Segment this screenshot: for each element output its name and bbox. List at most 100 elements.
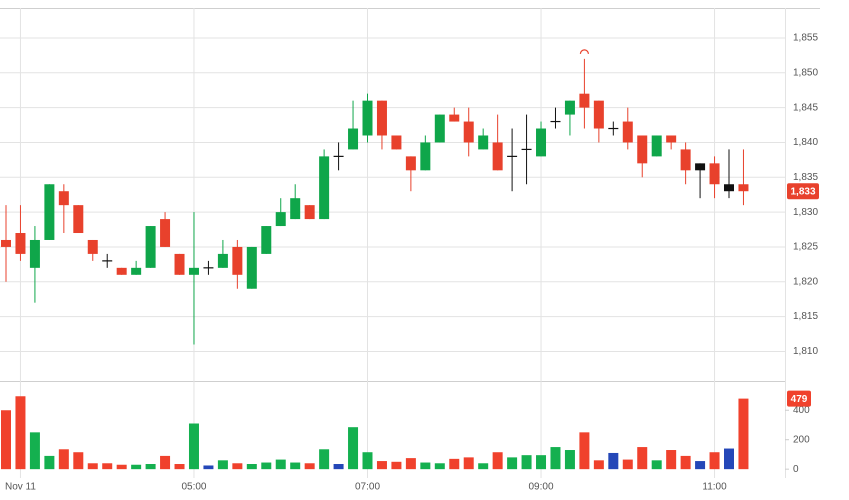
candle-body (232, 246, 243, 275)
y-tick-label: 1,815 (793, 311, 818, 322)
candle-body (188, 267, 199, 275)
x-tick-label: 11:00 (702, 482, 727, 493)
volume-bar (637, 447, 648, 470)
volume-bar (666, 450, 677, 470)
volume-bar (145, 464, 156, 470)
volume-bar (608, 452, 619, 470)
y-tick-label: 200 (793, 434, 810, 445)
y-tick-label: 1,845 (793, 102, 818, 113)
volume-bar (188, 423, 199, 470)
candle-body (463, 121, 474, 143)
x-tick-label: Nov 11 (5, 482, 36, 493)
volume-bar (116, 464, 127, 470)
candle-body (738, 184, 749, 192)
candle-body (304, 205, 315, 220)
volume-bar (261, 462, 272, 470)
candle-body (724, 184, 734, 192)
candle-body (116, 267, 127, 275)
y-tick-label: 0 (793, 464, 799, 475)
volume-bar (160, 455, 171, 470)
candle-body (174, 253, 185, 275)
volume-bar (275, 459, 286, 470)
candle-body (376, 100, 387, 136)
volume-bar (348, 427, 359, 470)
y-tick-label: 1,825 (793, 242, 818, 253)
price-badge-label: 1,833 (790, 186, 815, 197)
volume-bar (15, 396, 26, 470)
candle-body (391, 135, 402, 150)
candle-body (217, 253, 228, 268)
candle-body (449, 114, 460, 122)
candle-body (1, 239, 11, 247)
y-tick-label: 1,840 (793, 137, 818, 148)
candle-body (666, 135, 677, 143)
volume-bar (333, 464, 344, 470)
candle-body (87, 239, 98, 254)
volume-bar (203, 465, 214, 470)
volume-badge (787, 390, 811, 407)
y-tick-label: 400 (793, 405, 810, 416)
volume-bar (579, 432, 590, 470)
volume-bar (622, 459, 633, 470)
volume-bar (651, 460, 662, 470)
candle-body (275, 212, 286, 227)
candle-body (58, 191, 69, 206)
candle-body (15, 233, 26, 254)
candle-body (593, 100, 604, 129)
volume-bar (492, 452, 503, 470)
volume-bar (391, 461, 402, 470)
candle-body (261, 226, 272, 254)
volume-bar (232, 463, 243, 470)
volume-bar (73, 452, 84, 470)
volume-bar (695, 461, 706, 470)
candle-body (290, 198, 301, 220)
volume-bar (319, 449, 330, 470)
y-tick-label: 1,850 (793, 67, 818, 78)
volume-bar (738, 398, 749, 470)
volume-bar (217, 460, 228, 470)
x-tick-label: 09:00 (529, 482, 554, 493)
volume-bar (507, 457, 518, 470)
candle-body (145, 226, 156, 268)
high-marker (579, 49, 589, 54)
y-tick-label: 1,835 (793, 172, 818, 183)
candle-body (579, 93, 590, 108)
candle-body (680, 149, 691, 171)
candle-body (637, 135, 648, 164)
volume-bar (1, 410, 11, 470)
candle-body (695, 163, 706, 171)
candle-body (160, 219, 171, 247)
candle-body (44, 184, 55, 240)
volume-bar (536, 455, 547, 470)
candle-body (492, 142, 503, 171)
volume-bar (174, 464, 185, 470)
volume-bar (478, 463, 489, 470)
y-tick-label: 1,810 (793, 346, 818, 357)
volume-bar (44, 455, 55, 470)
price-badge (787, 183, 819, 200)
candle-body (564, 100, 575, 115)
candle-body (29, 239, 40, 268)
volume-bar (420, 462, 431, 470)
volume-bar (550, 447, 561, 470)
volume-bar (405, 458, 416, 470)
volume-bar (463, 457, 474, 470)
candle-body (73, 205, 84, 234)
candle-body (405, 156, 416, 171)
candle-body (348, 128, 359, 150)
candle-body (319, 156, 330, 220)
volume-bar (434, 463, 445, 470)
volume-bar (362, 452, 373, 470)
candle-body (622, 121, 633, 143)
volume-bar (376, 461, 387, 470)
volume-bar (58, 449, 69, 470)
volume-bar (593, 460, 604, 470)
volume-bar (290, 462, 301, 470)
candle-body (420, 142, 431, 171)
y-tick-label: 1,820 (793, 276, 818, 287)
volume-bar (246, 464, 257, 470)
volume-bar (724, 448, 734, 470)
x-tick-label: 07:00 (355, 482, 380, 493)
